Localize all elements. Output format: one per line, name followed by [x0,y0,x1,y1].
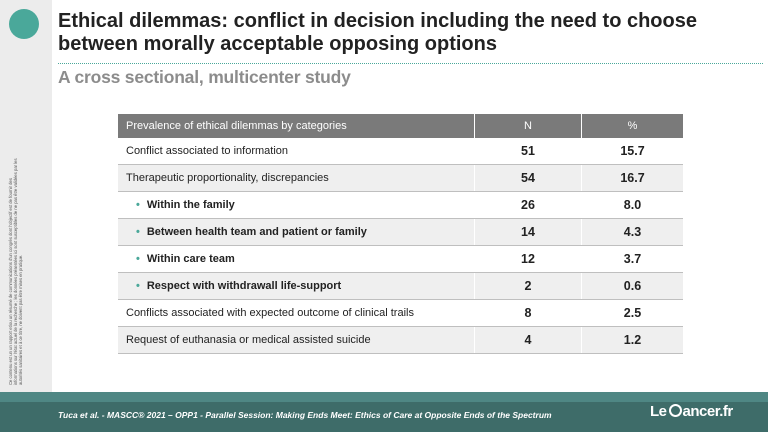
row-category: Between health team and patient or famil… [146,226,367,238]
bullet-icon: • [136,280,140,292]
bullet-icon: • [136,226,140,238]
row-pct: 1.2 [581,326,683,354]
row-category: Respect with withdrawall life-support [146,280,342,292]
row-pct: 0.6 [581,272,683,300]
row-n: 54 [474,164,582,192]
table-row: • Within the family 26 8.0 [118,191,683,219]
row-n: 14 [474,218,582,246]
bullet-icon: • [136,199,140,211]
disclaimer-text: Ce contenu est un un rapport et/ou un ré… [8,158,24,385]
row-category: Conflicts associated with expected outco… [118,299,475,327]
row-subcategory: • Between health team and patient or fami… [118,218,475,246]
row-n: 4 [474,326,582,354]
left-sidebar [0,0,52,392]
title-divider [58,63,763,64]
slide-subtitle: A cross sectional, multicenter study [58,67,351,87]
prevalence-table: Prevalence of ethical dilemmas by catego… [118,114,683,354]
row-pct: 16.7 [581,164,683,192]
header-n: N [474,114,582,138]
row-pct: 3.7 [581,245,683,273]
footer-band [0,392,768,402]
row-category: Within the family [146,199,235,211]
table-row: Conflicts associated with expected outco… [118,299,683,327]
row-category: Conflict associated to information [118,138,475,165]
logo-prefix: Le [650,403,667,420]
bullet-icon: • [136,253,140,265]
footer-citation: Tuca et al. - MASCC® 2021 – OPP1 - Paral… [58,410,552,420]
row-subcategory: • Respect with withdrawall life-support [118,272,475,300]
row-n: 51 [474,138,582,165]
table-row: • Within care team 12 3.7 [118,245,683,273]
row-pct: 15.7 [581,138,683,165]
row-n: 26 [474,191,582,219]
row-n: 8 [474,299,582,327]
lecancer-logo: Le ancer.fr [650,403,733,420]
row-subcategory: • Within care team [118,245,475,273]
slide-title: Ethical dilemmas: conflict in decision i… [58,10,697,55]
logo-c-icon [668,404,682,417]
row-category: Within care team [146,253,235,265]
row-n: 12 [474,245,582,273]
table-row: Therapeutic proportionality, discrepanci… [118,164,683,192]
logo-suffix: ancer.fr [682,403,734,420]
row-n: 2 [474,272,582,300]
header-pct: % [581,114,683,138]
row-pct: 8.0 [581,191,683,219]
row-category: Request of euthanasia or medical assiste… [118,326,475,354]
teal-circle-decoration [9,9,39,39]
row-category: Therapeutic proportionality, discrepanci… [118,164,475,192]
table-row: • Between health team and patient or fami… [118,218,683,246]
row-pct: 4.3 [581,218,683,246]
table-row: Request of euthanasia or medical assiste… [118,326,683,354]
table-row: • Respect with withdrawall life-support 2… [118,272,683,300]
table-row: Conflict associated to information 51 15… [118,138,683,165]
table-header-row: Prevalence of ethical dilemmas by catego… [118,114,683,138]
row-pct: 2.5 [581,299,683,327]
row-subcategory: • Within the family [118,191,475,219]
header-category: Prevalence of ethical dilemmas by catego… [118,114,475,138]
